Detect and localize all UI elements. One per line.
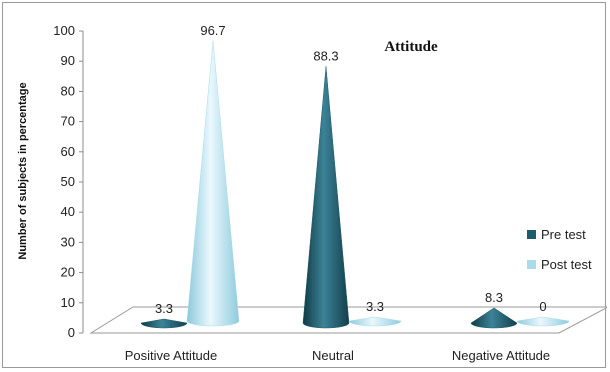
y-tick-label: 30 xyxy=(61,234,75,249)
legend-swatch xyxy=(527,260,536,269)
legend-label: Post test xyxy=(541,257,592,272)
cone-pre-test xyxy=(302,66,350,329)
y-tick-label: 70 xyxy=(61,114,75,129)
cone-post-test xyxy=(516,316,570,327)
y-tick-label: 0 xyxy=(68,325,75,340)
y-tick-label: 20 xyxy=(61,265,75,280)
chart-svg: 0 10 20 30 40 50 60 70 80 90 100 Positive Attitude… xyxy=(17,23,607,363)
y-tick-label: 10 xyxy=(61,295,75,310)
legend-label: Pre test xyxy=(541,227,586,242)
data-label: 0 xyxy=(539,299,546,314)
y-tick-label: 60 xyxy=(61,144,75,159)
y-tick-label: 100 xyxy=(53,23,75,38)
y-tick-label: 80 xyxy=(61,83,75,98)
data-label: 3.3 xyxy=(366,299,384,314)
y-tick-label: 50 xyxy=(61,174,75,189)
cone-post-test xyxy=(348,316,402,327)
y-axis-label: Number of subjects in percentage xyxy=(17,82,29,259)
x-category-label: Positive Attitude xyxy=(125,348,218,363)
cone-post-test xyxy=(186,40,240,327)
cone-pre-test xyxy=(470,307,518,329)
data-label: 3.3 xyxy=(155,301,173,316)
chart-title: Attitude xyxy=(384,39,438,55)
cone-pre-test xyxy=(140,318,188,329)
data-label: 8.3 xyxy=(485,290,503,305)
data-label: 88.3 xyxy=(313,48,338,63)
x-category-label: Negative Attitude xyxy=(452,348,550,363)
legend-swatch xyxy=(527,230,536,239)
data-label: 96.7 xyxy=(200,23,225,38)
x-category-label: Neutral xyxy=(312,348,354,363)
y-tick-label: 90 xyxy=(61,53,75,68)
y-tick-label: 40 xyxy=(61,204,75,219)
chart-frame: 0 10 20 30 40 50 60 70 80 90 100 Positive Attitude… xyxy=(2,2,607,368)
